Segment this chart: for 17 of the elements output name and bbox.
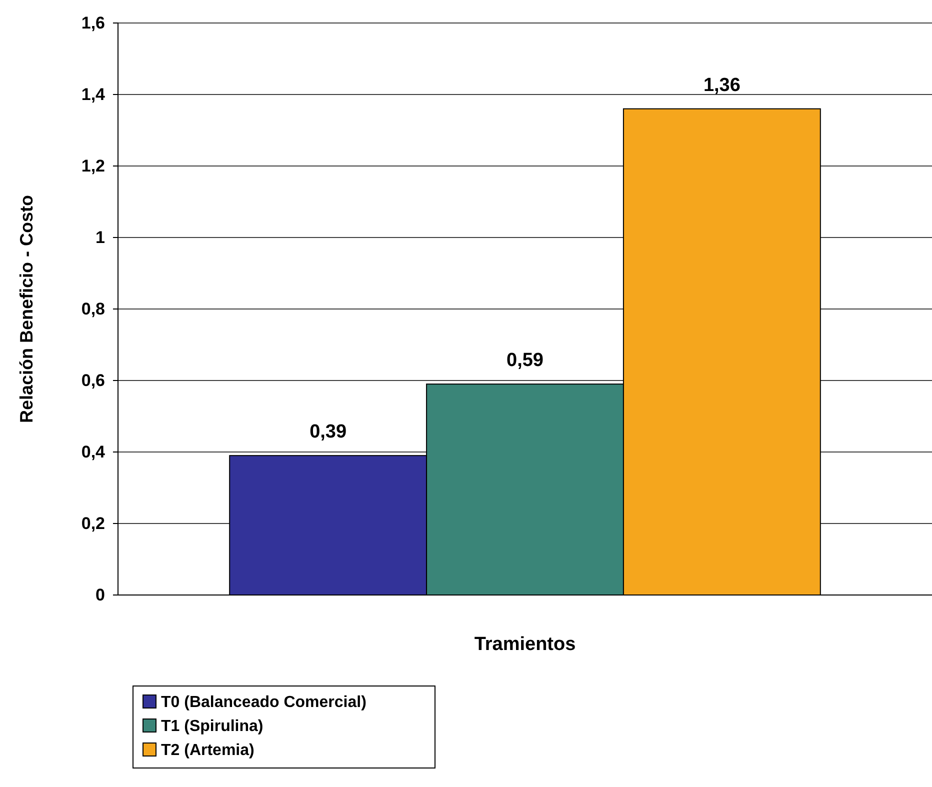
y-tick-label: 0: [96, 585, 105, 604]
y-tick-label: 1,4: [81, 84, 106, 104]
data-label: 1,36: [703, 74, 740, 96]
y-tick-label: 0,4: [81, 442, 106, 462]
y-axis-title: Relación Beneficio - Costo: [16, 194, 36, 424]
y-tick-label: 0,2: [81, 514, 105, 533]
legend-label: T0 (Balanceado Comercial): [161, 694, 366, 711]
data-label: 0,39: [310, 422, 347, 443]
y-tick-label: 1: [96, 228, 105, 247]
data-label: 0,59: [506, 350, 544, 372]
legend-label: T1 (Spirulina): [161, 718, 264, 735]
x-axis-title: Tramientos: [474, 634, 576, 655]
y-tick-label: 0,8: [81, 299, 105, 318]
y-tick-label: 1,6: [81, 13, 105, 32]
y-tick-label: 1,2: [81, 156, 105, 176]
y-tick-label: 0,6: [81, 370, 105, 390]
legend-label: T2 (Artemia): [161, 742, 254, 759]
